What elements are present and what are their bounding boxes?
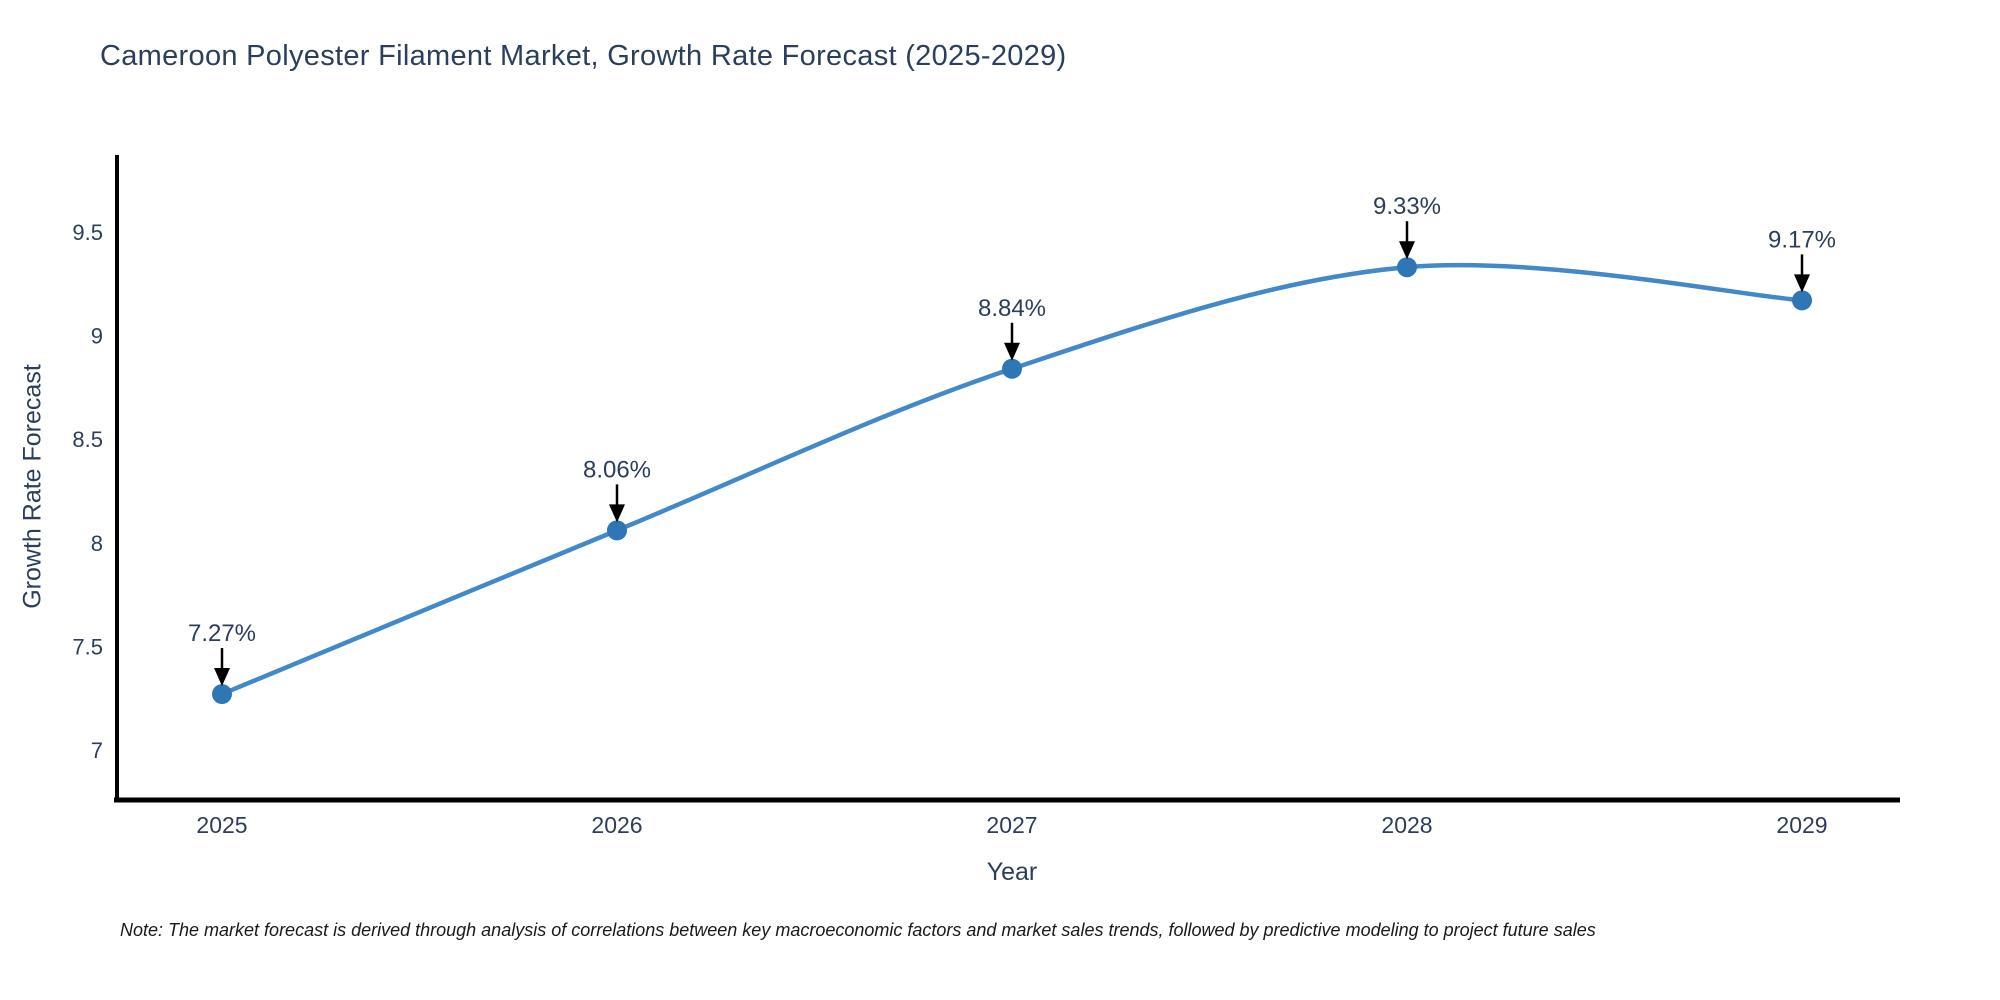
x-axis-title: Year <box>986 858 1038 886</box>
data-point-marker[interactable] <box>212 684 232 705</box>
data-point-label: 7.27% <box>188 620 256 647</box>
data-point-marker[interactable] <box>1397 257 1417 278</box>
x-tick-label: 2025 <box>196 812 247 838</box>
annotation-arrowhead-icon <box>609 504 625 523</box>
data-point-label: 9.33% <box>1373 193 1441 220</box>
y-tick-label: 7 <box>91 738 103 763</box>
data-point-label: 9.17% <box>1768 226 1836 253</box>
data-point-marker[interactable] <box>1002 358 1022 379</box>
footnote: Note: The market forecast is derived thr… <box>120 920 1596 940</box>
annotation-arrowhead-icon <box>1399 241 1415 260</box>
x-tick-label: 2028 <box>1381 812 1432 838</box>
x-tick-label: 2029 <box>1776 812 1827 838</box>
data-point-marker[interactable] <box>1792 290 1812 311</box>
data-point-label: 8.06% <box>583 456 651 483</box>
data-point-label: 8.84% <box>978 295 1046 322</box>
y-tick-label: 9 <box>91 324 103 349</box>
y-tick-label: 8.5 <box>72 427 103 452</box>
y-tick-label: 7.5 <box>72 634 103 659</box>
data-point-marker[interactable] <box>607 520 627 541</box>
y-tick-label: 8 <box>91 531 103 556</box>
chart-title: Cameroon Polyester Filament Market, Grow… <box>100 40 1067 72</box>
annotation-arrowhead-icon <box>1794 274 1810 293</box>
annotation-arrowhead-icon <box>214 668 230 687</box>
y-tick-label: 9.5 <box>72 220 103 245</box>
annotation-arrowhead-icon <box>1004 342 1020 361</box>
x-tick-label: 2026 <box>591 812 642 838</box>
x-tick-label: 2027 <box>986 812 1037 838</box>
